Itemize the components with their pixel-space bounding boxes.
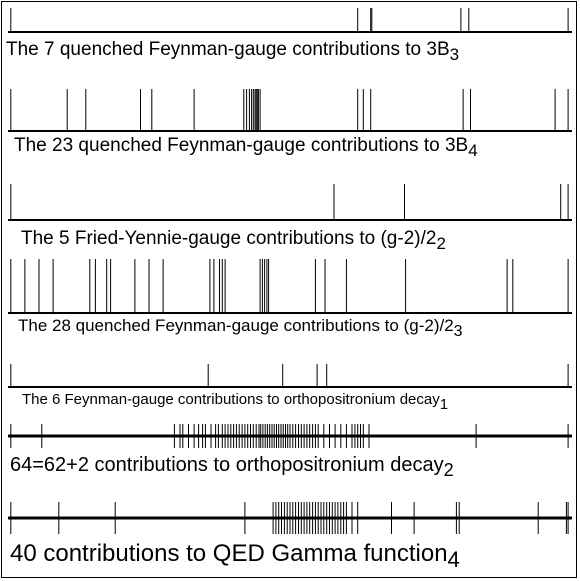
panel-g2-2-caption: The 5 Fried-Yennie-gauge contributions t… — [21, 228, 446, 253]
panel-3b3-caption: The 7 quenched Feynman-gauge contributio… — [6, 39, 459, 64]
panel-3b4: The 23 quenched Feynman-gauge contributi… — [8, 89, 572, 160]
panel-orthopositronium-2-caption: 64=62+2 contributions to orthopositroniu… — [10, 454, 454, 480]
panel-gamma-function: 40 contributions to QED Gamma function4 — [8, 502, 572, 572]
panel-orthopositronium-1-marks — [10, 364, 569, 387]
panel-3b3: The 7 quenched Feynman-gauge contributio… — [6, 8, 572, 64]
panel-g2-2-marks — [10, 184, 569, 220]
panel-orthopositronium-1-caption: The 6 Feynman-gauge contributions to ort… — [22, 391, 448, 413]
panel-gamma-function-caption: 40 contributions to QED Gamma function4 — [10, 540, 460, 572]
panel-g2-2: The 5 Fried-Yennie-gauge contributions t… — [8, 184, 572, 253]
panel-3b4-caption: The 23 quenched Feynman-gauge contributi… — [14, 135, 478, 160]
panel-orthopositronium-2: 64=62+2 contributions to orthopositroniu… — [8, 424, 572, 480]
panel-3b3-marks — [10, 8, 569, 32]
panel-orthopositronium-1: The 6 Feynman-gauge contributions to ort… — [8, 364, 572, 413]
panel-3b4-marks — [10, 89, 569, 131]
panel-g2-3: The 28 quenched Feynman-gauge contributi… — [8, 259, 572, 340]
panel-g2-3-marks — [10, 259, 569, 313]
panel-g2-3-caption: The 28 quenched Feynman-gauge contributi… — [18, 316, 463, 340]
